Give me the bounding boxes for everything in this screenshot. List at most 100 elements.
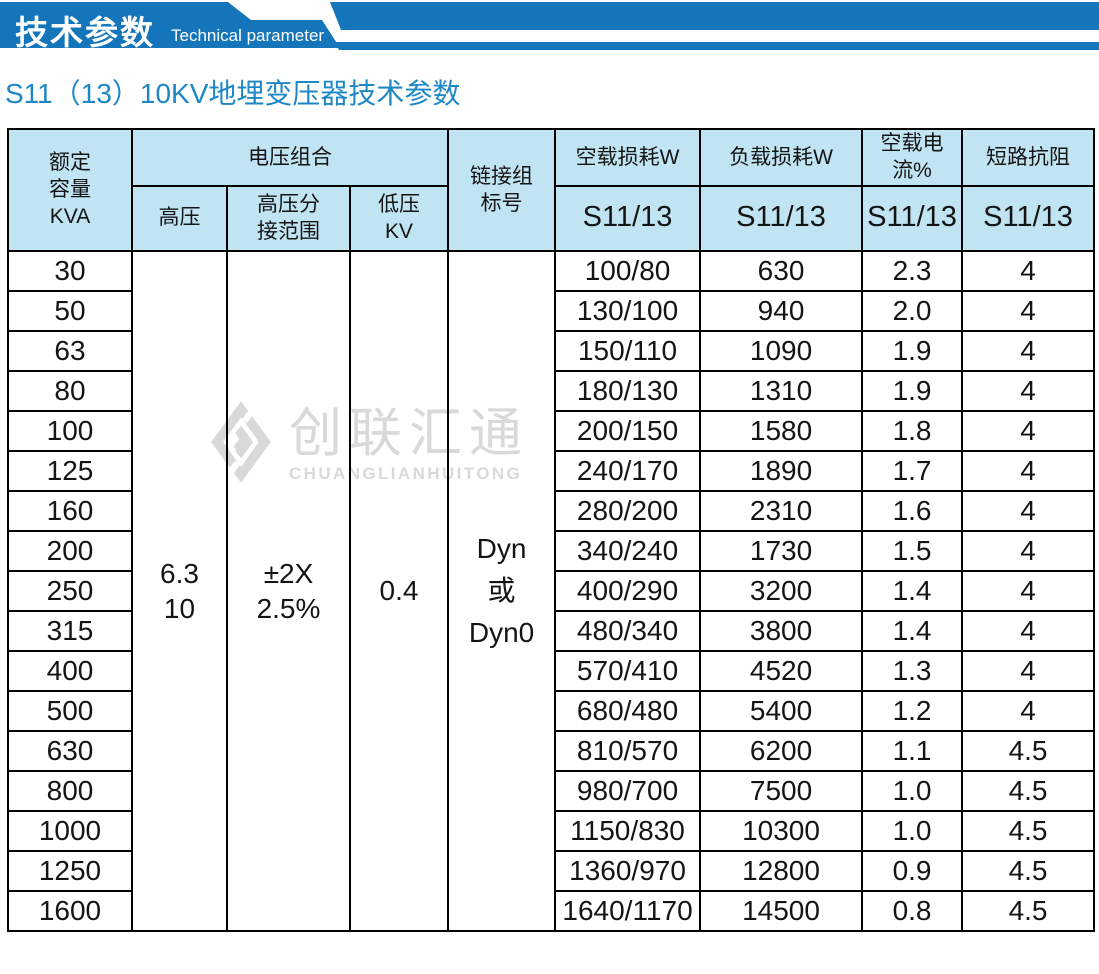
table-row: 500 680/480 5400 1.2 4 bbox=[7, 689, 1096, 732]
cell-no-load-current: 1.6 bbox=[861, 489, 964, 532]
cell-impedance: 4 bbox=[961, 489, 1096, 532]
cell-capacity: 160 bbox=[7, 489, 133, 532]
banner-top-band bbox=[330, 2, 1099, 30]
cell-no-load-loss: 400/290 bbox=[554, 569, 702, 612]
cell-load-loss: 1580 bbox=[699, 409, 864, 452]
cell-capacity: 630 bbox=[7, 729, 133, 772]
cell-capacity: 250 bbox=[7, 569, 133, 612]
table-row: 63 150/110 1090 1.9 4 bbox=[7, 329, 1096, 372]
table-row: 1250 1360/970 12800 0.9 4.5 bbox=[7, 849, 1096, 892]
header-impedance: 短路抗阻 bbox=[961, 128, 1096, 187]
cell-impedance: 4.5 bbox=[961, 889, 1096, 932]
cell-load-loss: 1890 bbox=[699, 449, 864, 492]
cell-impedance: 4 bbox=[961, 529, 1096, 572]
cell-no-load-current: 1.7 bbox=[861, 449, 964, 492]
cell-no-load-current: 1.0 bbox=[861, 769, 964, 812]
table-row: 800 980/700 7500 1.0 4.5 bbox=[7, 769, 1096, 812]
cell-no-load-loss: 100/80 bbox=[554, 249, 702, 292]
header-no-load-loss: 空载损耗W bbox=[554, 128, 702, 187]
cell-no-load-loss: 1640/1170 bbox=[554, 889, 702, 932]
banner-bottom-strip bbox=[335, 42, 1099, 50]
cell-impedance: 4 bbox=[961, 649, 1096, 692]
cell-load-loss: 4520 bbox=[699, 649, 864, 692]
cell-impedance: 4 bbox=[961, 369, 1096, 412]
cell-load-loss: 5400 bbox=[699, 689, 864, 732]
cell-capacity: 50 bbox=[7, 289, 133, 332]
table-row: 1000 1150/830 10300 1.0 4.5 bbox=[7, 809, 1096, 852]
header-load-loss: 负载损耗W bbox=[699, 128, 864, 187]
cell-no-load-loss: 1150/830 bbox=[554, 809, 702, 852]
cell-no-load-loss: 180/130 bbox=[554, 369, 702, 412]
banner-subtitle: Technical parameter bbox=[171, 26, 325, 45]
cell-load-loss: 10300 bbox=[699, 809, 864, 852]
cell-impedance: 4 bbox=[961, 449, 1096, 492]
cell-no-load-current: 2.3 bbox=[861, 249, 964, 292]
cell-load-loss: 3800 bbox=[699, 609, 864, 652]
cell-capacity: 500 bbox=[7, 689, 133, 732]
cell-capacity: 100 bbox=[7, 409, 133, 452]
table-row: 50 130/100 940 2.0 4 bbox=[7, 289, 1096, 332]
header-sub-impedance: S11/13 bbox=[961, 184, 1096, 252]
cell-no-load-current: 0.9 bbox=[861, 849, 964, 892]
header-no-load-current: 空载电流% bbox=[861, 128, 964, 187]
header-sub-no-load-current: S11/13 bbox=[861, 184, 964, 252]
cell-capacity: 200 bbox=[7, 529, 133, 572]
cell-capacity: 800 bbox=[7, 769, 133, 812]
table-row: 250 400/290 3200 1.4 4 bbox=[7, 569, 1096, 612]
header-vector-group: 链接组 标号 bbox=[447, 128, 557, 252]
header-sub-load-loss: S11/13 bbox=[699, 184, 864, 252]
cell-no-load-loss: 570/410 bbox=[554, 649, 702, 692]
cell-no-load-loss: 340/240 bbox=[554, 529, 702, 572]
parameters-table: 额定 容量 KVA 电压组合 链接组 标号 空载损耗W 负载损耗W 空载电流% … bbox=[7, 128, 1096, 932]
cell-impedance: 4.5 bbox=[961, 729, 1096, 772]
table-row: 80 180/130 1310 1.9 4 bbox=[7, 369, 1096, 412]
cell-impedance: 4.5 bbox=[961, 769, 1096, 812]
cell-capacity: 80 bbox=[7, 369, 133, 412]
cell-load-loss: 630 bbox=[699, 249, 864, 292]
cell-capacity: 125 bbox=[7, 449, 133, 492]
header-sub-no-load-loss: S11/13 bbox=[554, 184, 702, 252]
cell-load-loss: 14500 bbox=[699, 889, 864, 932]
cell-load-loss: 1090 bbox=[699, 329, 864, 372]
header-hv-tap-range: 高压分 接范围 bbox=[226, 184, 351, 252]
table-wrap: 创联汇通 CHUANGLIANHUITONG 额定 容量 KVA 电压组合 链接… bbox=[7, 128, 1096, 932]
cell-no-load-current: 0.8 bbox=[861, 889, 964, 932]
cell-load-loss: 1730 bbox=[699, 529, 864, 572]
cell-no-load-current: 1.2 bbox=[861, 689, 964, 732]
table-row: 125 240/170 1890 1.7 4 bbox=[7, 449, 1096, 492]
cell-impedance: 4.5 bbox=[961, 849, 1096, 892]
cell-no-load-loss: 280/200 bbox=[554, 489, 702, 532]
cell-impedance: 4 bbox=[961, 409, 1096, 452]
cell-vector-merged: Dyn 或 Dyn0 bbox=[447, 249, 557, 932]
cell-capacity: 315 bbox=[7, 609, 133, 652]
cell-capacity: 400 bbox=[7, 649, 133, 692]
cell-impedance: 4 bbox=[961, 329, 1096, 372]
cell-impedance: 4 bbox=[961, 689, 1096, 732]
header-capacity: 额定 容量 KVA bbox=[7, 128, 133, 252]
cell-no-load-current: 2.0 bbox=[861, 289, 964, 332]
cell-load-loss: 940 bbox=[699, 289, 864, 332]
header-lv: 低压 KV bbox=[348, 184, 450, 252]
table-row: 315 480/340 3800 1.4 4 bbox=[7, 609, 1096, 652]
table-row: 160 280/200 2310 1.6 4 bbox=[7, 489, 1096, 532]
cell-capacity: 1250 bbox=[7, 849, 133, 892]
cell-capacity: 63 bbox=[7, 329, 133, 372]
cell-no-load-loss: 810/570 bbox=[554, 729, 702, 772]
header-hv: 高压 bbox=[131, 184, 228, 252]
banner-flag: 技术参数 Technical parameter bbox=[0, 2, 340, 48]
table-row: 30 6.3 10 ±2X 2.5% 0.4 Dyn 或 Dyn0 100/80… bbox=[7, 249, 1096, 932]
cell-capacity: 30 bbox=[7, 249, 133, 292]
cell-load-loss: 6200 bbox=[699, 729, 864, 772]
header-row-1: 额定 容量 KVA 电压组合 链接组 标号 空载损耗W 负载损耗W 空载电流% … bbox=[7, 128, 1096, 252]
cell-no-load-loss: 150/110 bbox=[554, 329, 702, 372]
cell-no-load-loss: 200/150 bbox=[554, 409, 702, 452]
table-row: 100 200/150 1580 1.8 4 bbox=[7, 409, 1096, 452]
cell-no-load-current: 1.4 bbox=[861, 609, 964, 652]
cell-impedance: 4 bbox=[961, 289, 1096, 332]
cell-no-load-current: 1.9 bbox=[861, 369, 964, 412]
cell-load-loss: 1310 bbox=[699, 369, 864, 412]
cell-no-load-current: 1.3 bbox=[861, 649, 964, 692]
cell-load-loss: 2310 bbox=[699, 489, 864, 532]
cell-no-load-current: 1.9 bbox=[861, 329, 964, 372]
cell-no-load-current: 1.1 bbox=[861, 729, 964, 772]
